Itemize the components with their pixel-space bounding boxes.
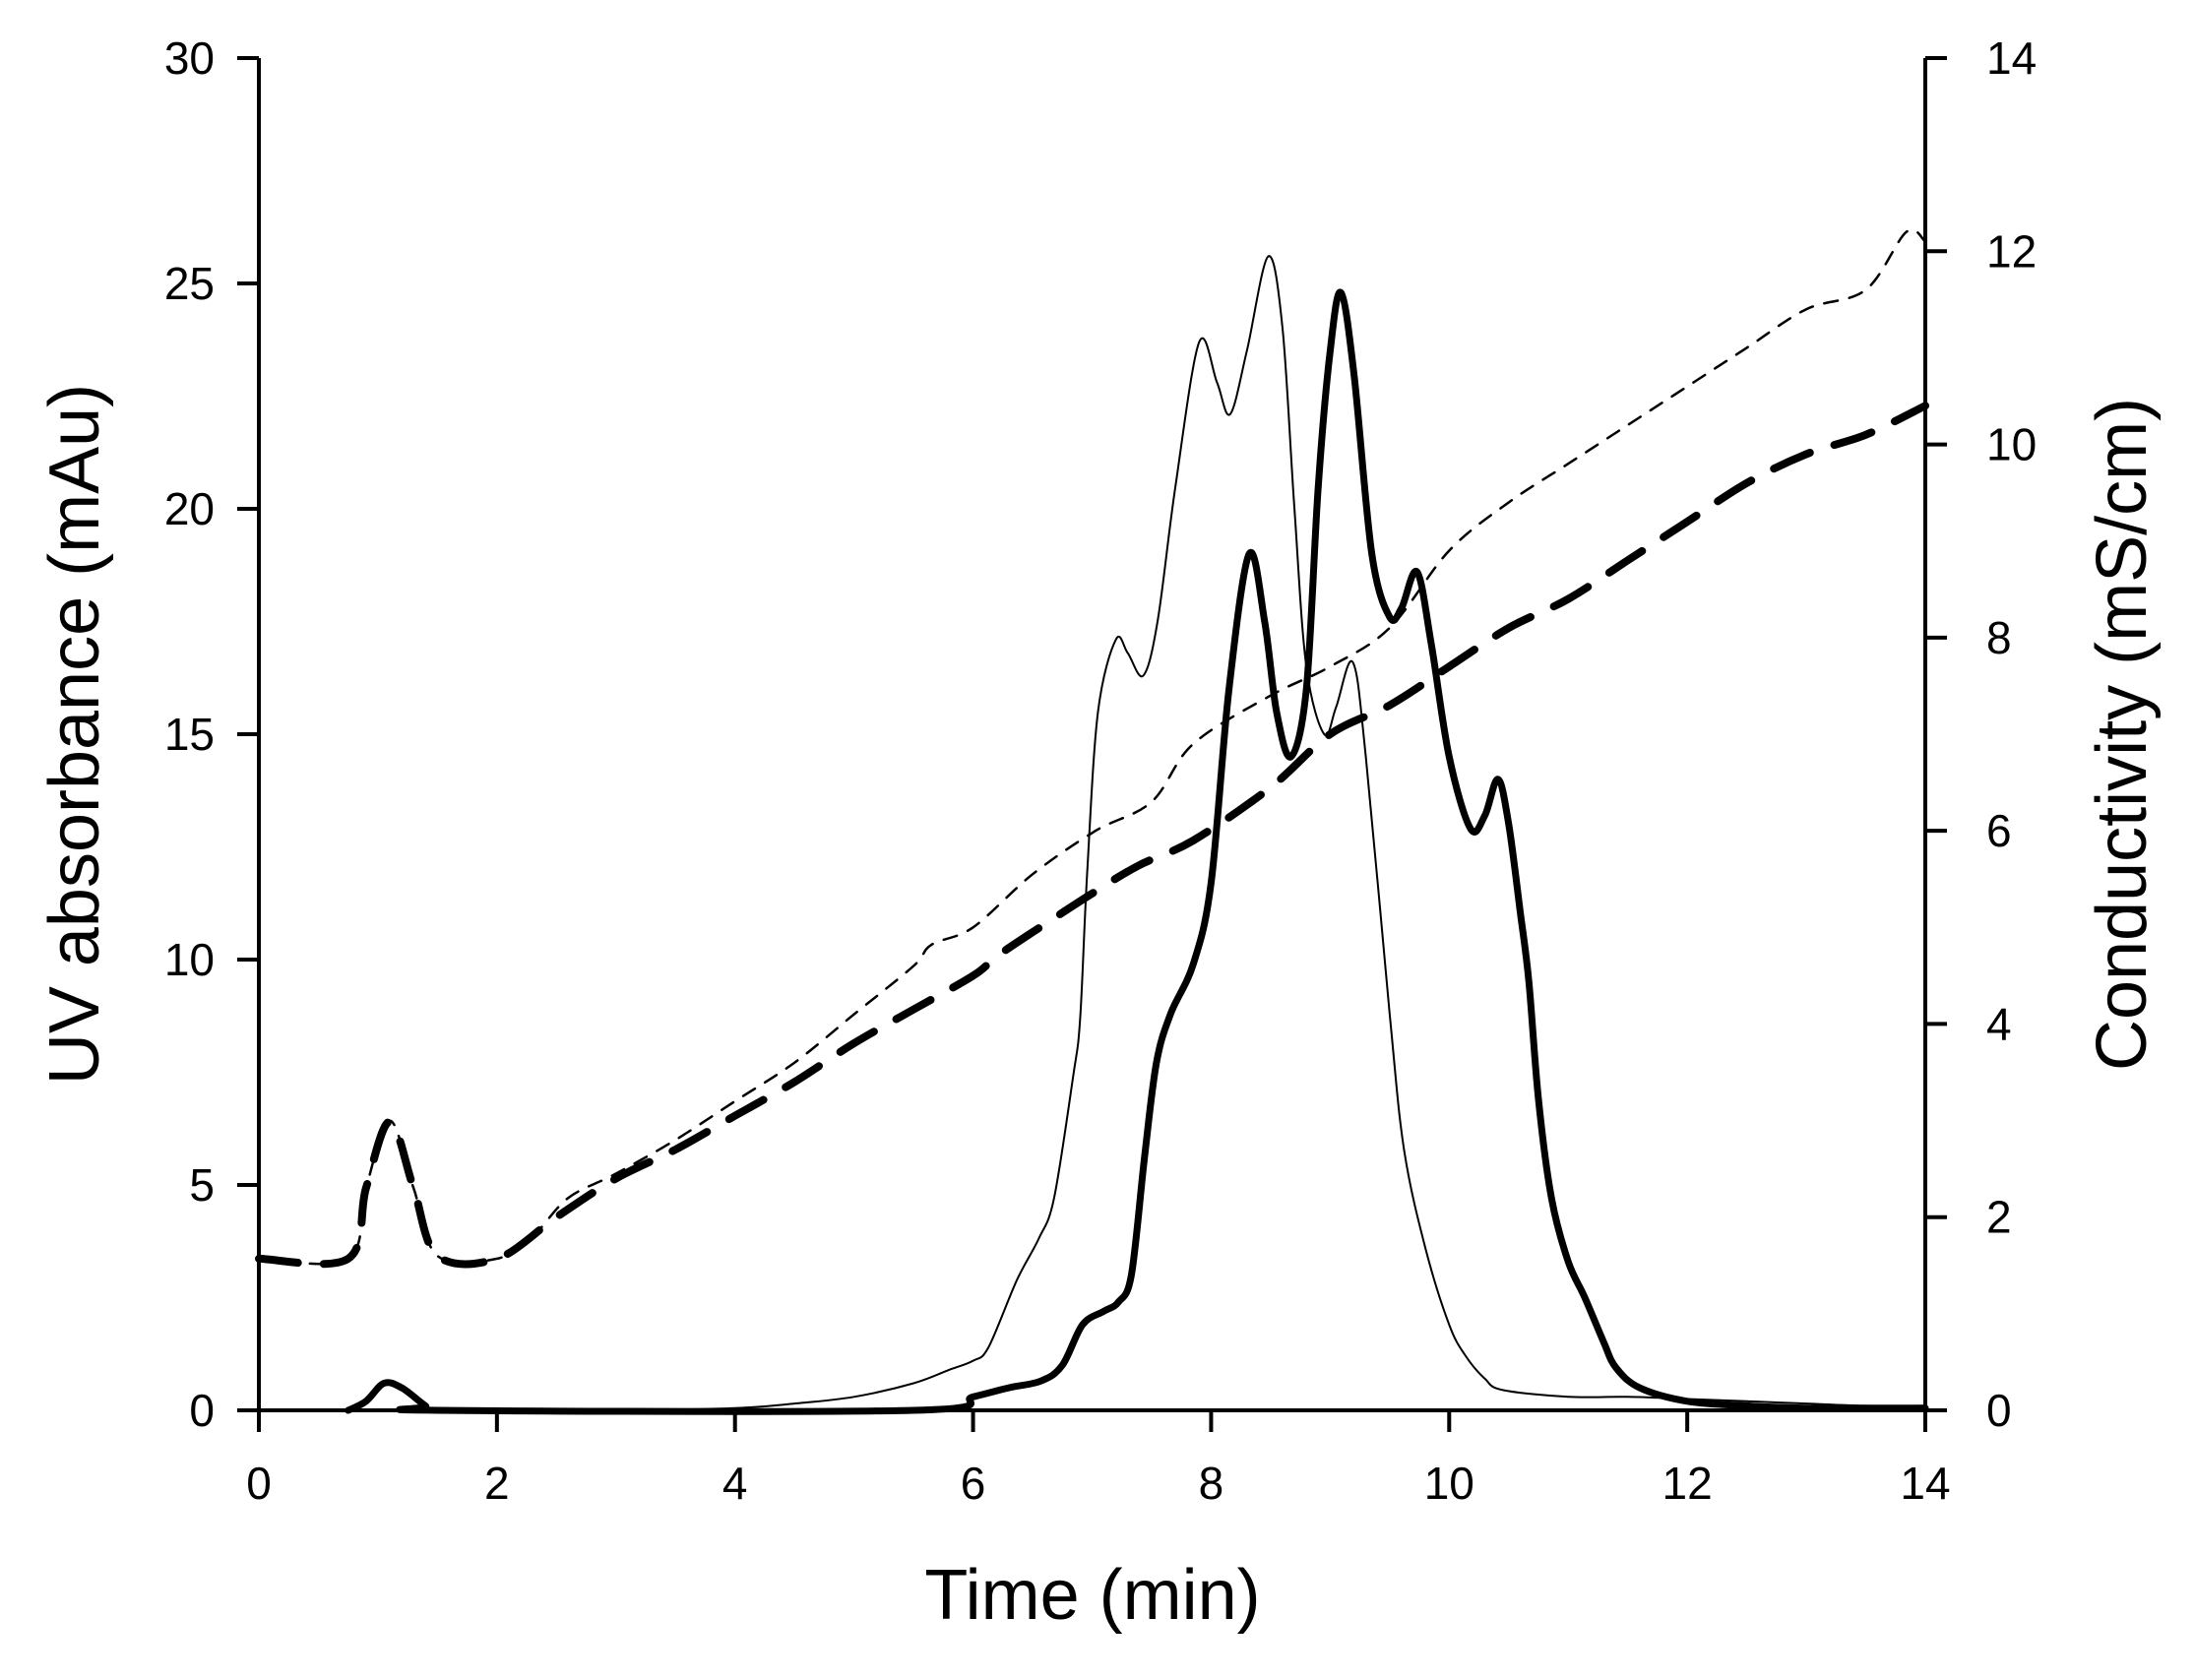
y-tick-label-right: 0 <box>1986 1385 2012 1436</box>
x-tick-label: 12 <box>1662 1458 1713 1509</box>
series-line-thin-dashed <box>257 228 1927 1266</box>
x-tick-label: 2 <box>484 1458 510 1509</box>
y-tick-label-right: 12 <box>1986 225 2037 277</box>
y-axis-title-right: Conductivity (mS/cm) <box>2083 398 2162 1071</box>
y-tick-label-left: 0 <box>189 1385 215 1436</box>
y-tick-label-right: 10 <box>1986 419 2037 470</box>
x-tick-label: 6 <box>961 1458 986 1509</box>
y-tick-label-right: 6 <box>1986 805 2012 856</box>
x-tick-label: 4 <box>722 1458 748 1509</box>
y-tick-label-left: 10 <box>164 934 215 985</box>
y-tick-label-left: 20 <box>164 483 215 534</box>
x-tick-label: 8 <box>1199 1458 1224 1509</box>
series-line-thin-solid <box>258 255 1926 1412</box>
y-tick-label-right: 4 <box>1986 998 2012 1049</box>
y-tick-label-left: 5 <box>189 1159 215 1211</box>
series-group <box>255 228 1929 1415</box>
y-tick-label-left: 15 <box>164 709 215 760</box>
y-tick-label-right: 2 <box>1986 1192 2012 1243</box>
y-axis-title-left: UV absorbance (mAu) <box>35 384 114 1085</box>
series-line-thick-dashed <box>255 402 1929 1269</box>
series-line-thick-solid <box>345 288 1929 1415</box>
x-axis-title: Time (min) <box>924 1556 1260 1635</box>
y-tick-label-left: 30 <box>164 32 215 84</box>
x-tick-label: 14 <box>1900 1458 1950 1509</box>
x-tick-label: 10 <box>1424 1458 1474 1509</box>
y-tick-label-right: 14 <box>1986 32 2037 84</box>
y-tick-label-left: 25 <box>164 258 215 309</box>
x-tick-label: 0 <box>246 1458 272 1509</box>
axes: 0 2 4 6 8 10 12 14 0 5 10 15 20 25 30 0 2 4 6 8 10 12 14 <box>164 32 2037 1509</box>
y-tick-label-right: 8 <box>1986 612 2012 663</box>
